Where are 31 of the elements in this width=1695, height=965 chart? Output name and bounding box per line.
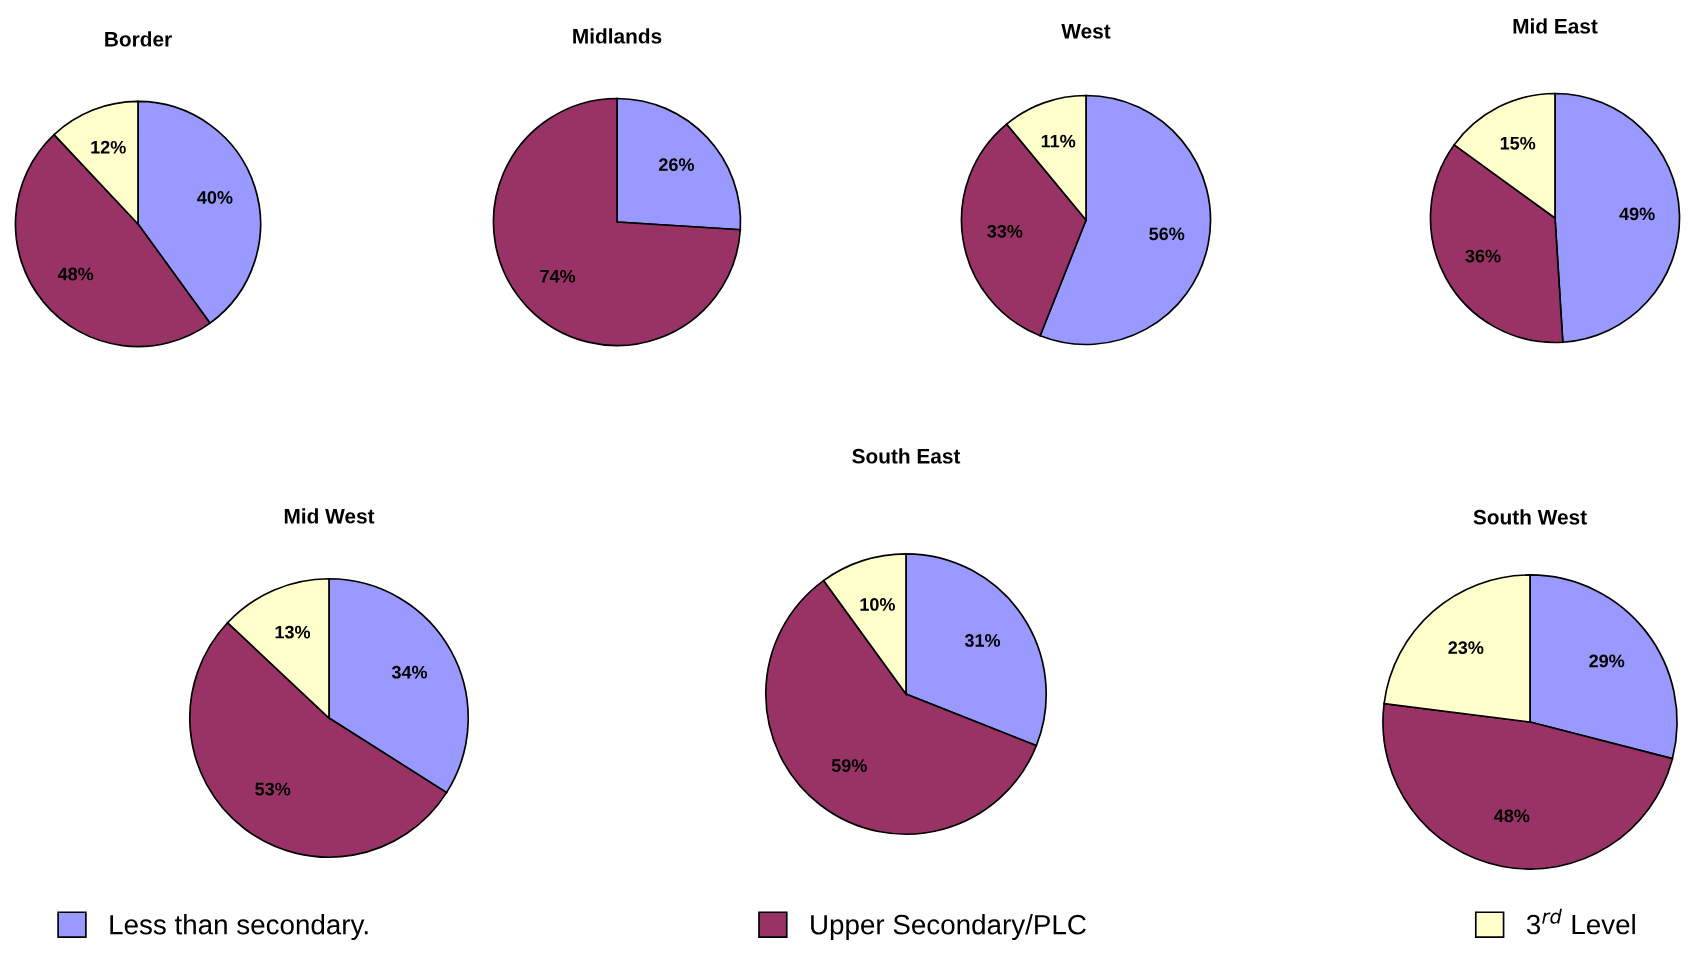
legend-label: Less than secondary.	[110, 914, 368, 940]
data-label: 26%	[658, 158, 695, 172]
data-label: 33%	[987, 224, 1023, 238]
data-label: 53%	[255, 782, 291, 796]
data-label: 49%	[1619, 207, 1655, 221]
data-label: 74%	[540, 269, 576, 283]
data-label: 23%	[1448, 641, 1484, 655]
chart-title: Mid East	[1513, 18, 1598, 34]
chart-title: South West	[1473, 509, 1587, 525]
data-label: 34%	[391, 665, 428, 679]
data-label: 10%	[860, 598, 895, 611]
legend-label: 3$^{rd}$ Level	[1526, 908, 1635, 935]
chart-title: West	[1061, 24, 1111, 39]
data-label: 36%	[1465, 249, 1501, 263]
data-label: 15%	[1500, 136, 1536, 150]
chart-title: South East	[852, 448, 961, 464]
data-label: 31%	[964, 634, 1001, 647]
data-label: 40%	[197, 191, 233, 204]
chart-title: Border	[105, 31, 172, 47]
data-label: 12%	[91, 140, 126, 154]
data-label: 56%	[1149, 227, 1185, 241]
chart-title: Midlands	[573, 28, 662, 44]
data-label: 48%	[57, 267, 94, 281]
data-label: 29%	[1589, 654, 1625, 668]
chart-title: Mid West	[284, 508, 375, 524]
data-label: 48%	[1494, 809, 1530, 823]
data-label: 11%	[1041, 134, 1076, 148]
data-label: 59%	[831, 759, 867, 772]
legend-label: Upper Secondary/PLC	[811, 914, 1086, 940]
data-label: 13%	[275, 625, 311, 639]
pie-slice	[492, 97, 742, 347]
